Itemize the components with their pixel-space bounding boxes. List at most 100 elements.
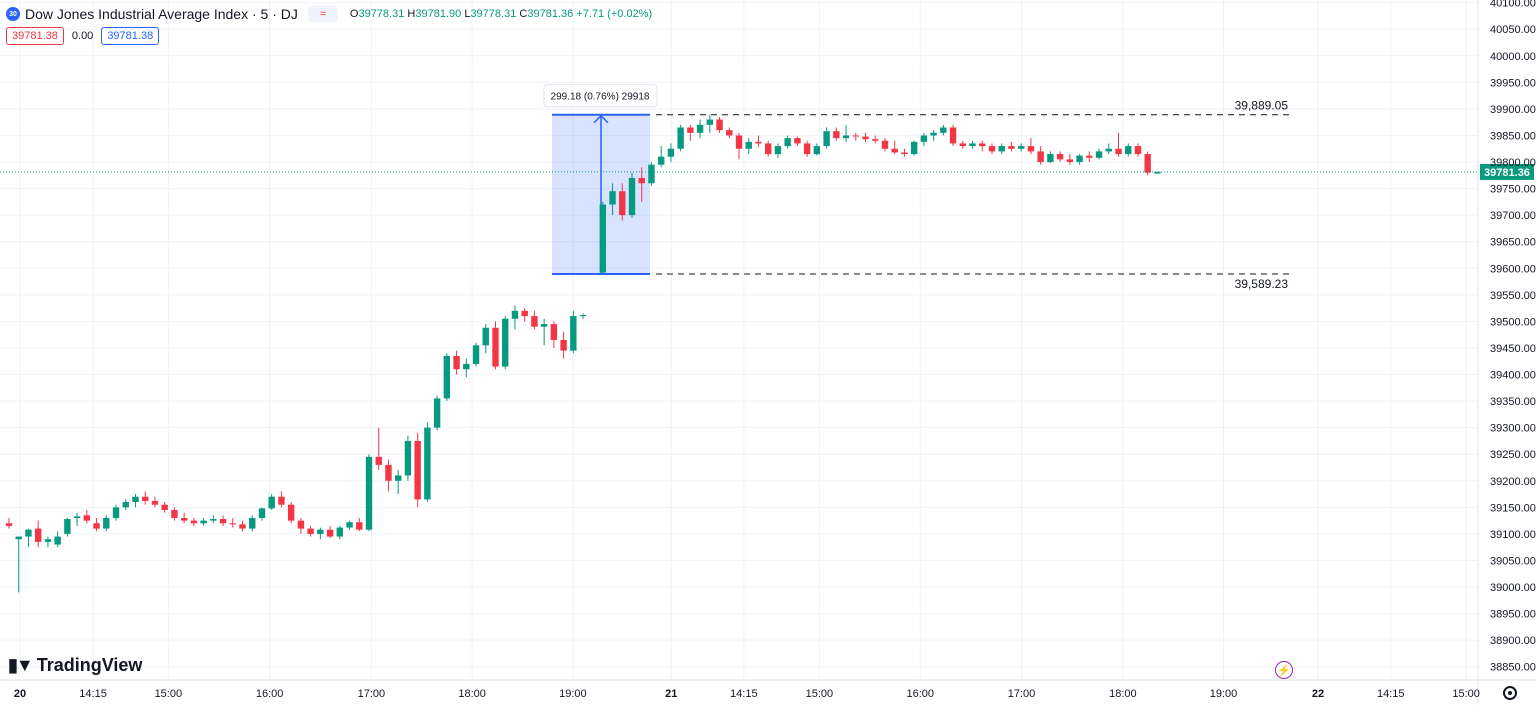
ask-price-button[interactable]: 39781.38 — [101, 27, 160, 45]
candle-body — [881, 140, 889, 149]
candle-body — [979, 143, 986, 147]
candle-body — [609, 191, 616, 205]
price-tick-label: 39000.00 — [1490, 582, 1536, 594]
candle-body — [677, 127, 684, 149]
settings-gear-icon[interactable] — [1503, 686, 1517, 700]
time-tick-label: 17:00 — [1008, 688, 1036, 700]
price-tick-label: 39450.00 — [1490, 343, 1536, 355]
price-tick-label: 39050.00 — [1490, 555, 1536, 567]
candle-body — [696, 124, 704, 133]
price-tick-label: 39200.00 — [1490, 476, 1536, 488]
price-tick-label: 39300.00 — [1490, 423, 1536, 435]
candle-body — [54, 536, 61, 545]
candle-body — [765, 143, 772, 155]
symbol-badge-icon[interactable]: 30 — [6, 7, 20, 21]
candle-body — [687, 127, 694, 133]
candle-body — [940, 127, 947, 133]
time-tick-label: 14:15 — [1377, 688, 1405, 700]
price-tick-label: 39750.00 — [1490, 184, 1536, 196]
candle-body — [239, 524, 246, 529]
candle-body — [502, 318, 509, 367]
price-tick-label: 40100.00 — [1490, 0, 1536, 10]
price-tick-label: 39100.00 — [1490, 529, 1536, 541]
candle-body — [774, 146, 782, 155]
candle-body — [346, 522, 353, 528]
candle-body — [64, 519, 71, 534]
candle-body — [25, 529, 32, 537]
time-axis[interactable]: 20 14:15 15:00 16:00 17:00 18:00 19:00 21 14:15 1… — [0, 679, 1536, 700]
candle-body — [706, 119, 714, 125]
high-value: 39781.90 — [415, 8, 462, 20]
candle-body — [833, 131, 840, 139]
candle-body — [716, 119, 723, 131]
price-tick-label: 39500.00 — [1490, 316, 1536, 328]
candle-body — [667, 148, 675, 157]
lightning-icon[interactable]: ⚡ — [1275, 661, 1293, 679]
candle-body — [258, 508, 266, 518]
price-tick-label: 39800.00 — [1490, 157, 1536, 169]
candle-body — [424, 427, 431, 500]
price-axis[interactable]: 38850.00 38900.00 38950.00 39000.00 39050.00… — [1477, 0, 1536, 705]
price-tick-label: 39400.00 — [1490, 370, 1536, 382]
candle-body — [161, 504, 168, 510]
candle-body — [1008, 146, 1015, 149]
candle-body — [375, 456, 382, 465]
price-tick-label: 39250.00 — [1490, 449, 1536, 461]
price-tick-label: 39550.00 — [1490, 290, 1536, 302]
candle-body — [297, 520, 305, 529]
candle-body — [44, 539, 52, 542]
candle-body — [511, 310, 519, 319]
candle-body — [648, 164, 655, 184]
candle-body — [5, 523, 13, 526]
symbol-title[interactable]: Dow Jones Industrial Average Index · 5 ·… — [25, 6, 298, 22]
candle-body — [1105, 148, 1112, 152]
change-value: +7.71 (+0.02%) — [576, 8, 653, 20]
bid-ask-row: 39781.38 0.00 39781.38 — [6, 27, 160, 45]
candle-body — [287, 504, 295, 521]
candle-body — [969, 143, 976, 147]
candle-body — [171, 510, 178, 518]
candle-body — [872, 139, 879, 141]
close-label: C — [519, 8, 528, 20]
candle-body — [803, 143, 811, 155]
candle-body — [1154, 171, 1161, 174]
candle-body — [453, 355, 460, 370]
time-tick-label: 18:00 — [1109, 688, 1137, 700]
time-tick-label: 14:15 — [730, 688, 758, 700]
candle-body — [317, 529, 324, 534]
ohlc-values: O39778.31 H39781.90 L39778.31 C39781.36 … — [350, 8, 652, 20]
candle-body — [151, 500, 159, 505]
candle-body — [755, 141, 762, 144]
candle-body — [219, 519, 227, 524]
mode-toggle-icon[interactable]: ≈ — [307, 6, 338, 22]
bid-price-button[interactable]: 39781.38 — [6, 27, 64, 45]
candle-body — [249, 517, 256, 529]
measure-label-box — [543, 84, 658, 108]
level-label: 39,889.05 — [1235, 99, 1289, 113]
candle-body — [1056, 154, 1064, 160]
candle-body — [560, 340, 567, 351]
low-value: 39778.31 — [470, 8, 517, 20]
candle-body — [1047, 154, 1054, 163]
candle-body — [901, 152, 908, 155]
tradingview-logo[interactable]: ▮▼ TradingView — [8, 655, 142, 676]
candle-body — [210, 519, 217, 521]
low-label: L — [464, 8, 471, 20]
candle-body — [1134, 146, 1142, 155]
candle-body — [1144, 154, 1151, 173]
price-tick-label: 40050.00 — [1490, 24, 1536, 36]
candle-body — [15, 536, 22, 540]
candle-body — [823, 131, 830, 147]
candle-body — [959, 143, 967, 147]
candle-body — [735, 135, 743, 149]
candle-body — [1066, 159, 1074, 163]
candle-body — [180, 517, 188, 521]
candle-body — [784, 138, 791, 147]
candle-body — [414, 440, 421, 500]
candle-body — [657, 156, 665, 165]
candle-body — [599, 204, 606, 273]
candle-body — [813, 146, 821, 155]
candle-body — [521, 310, 528, 317]
candlestick-series — [5, 114, 1161, 593]
